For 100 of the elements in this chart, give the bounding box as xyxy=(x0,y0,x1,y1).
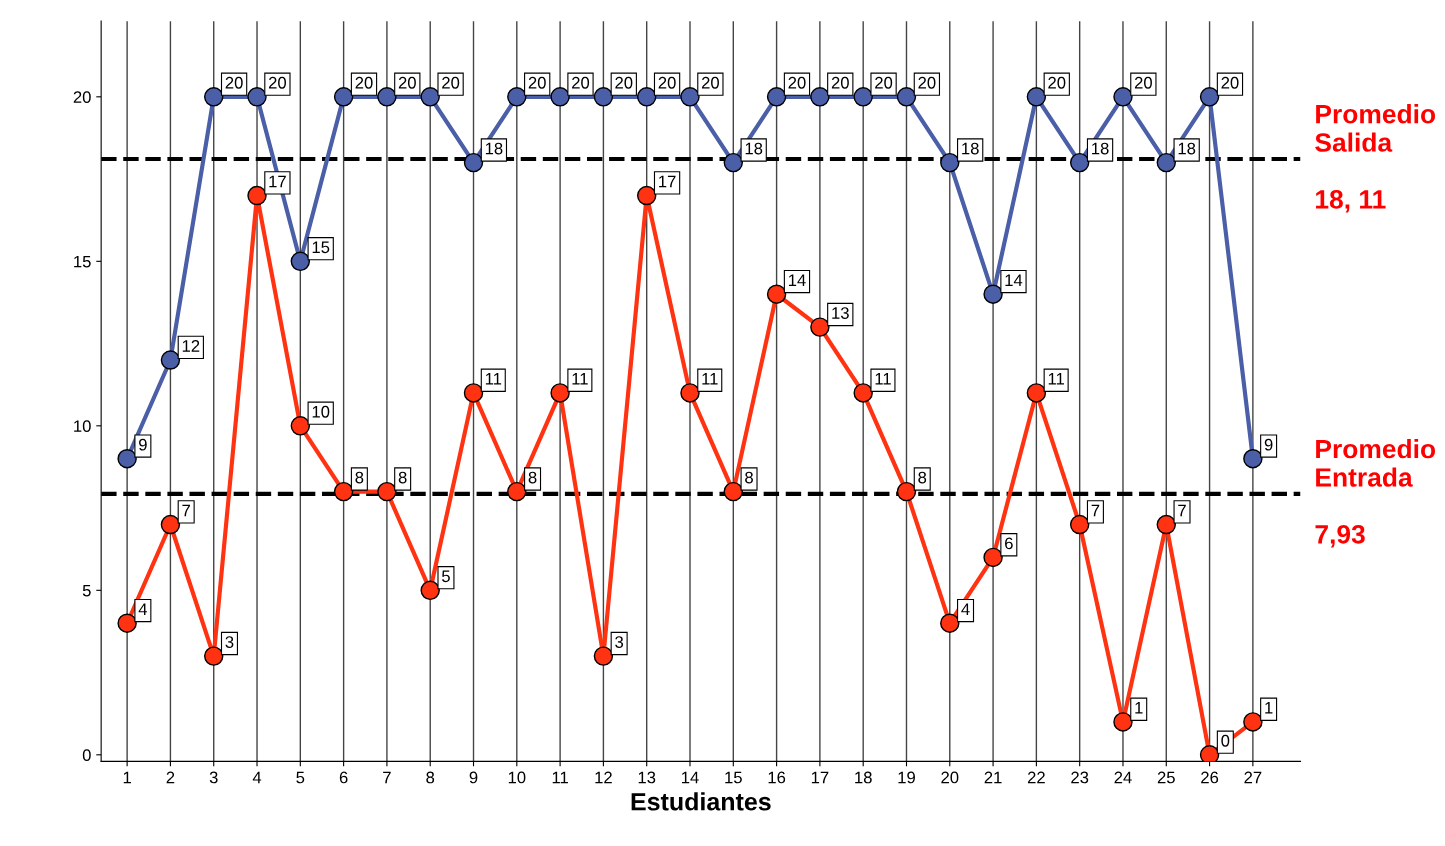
point xyxy=(1069,514,1090,535)
y-tick-label: 20 xyxy=(73,91,91,104)
data-label: 20 xyxy=(875,76,893,89)
point xyxy=(1243,448,1263,469)
data-label: 20 xyxy=(701,76,719,89)
point xyxy=(507,87,527,107)
point xyxy=(896,87,917,107)
data-label: 8 xyxy=(528,471,537,484)
point xyxy=(117,613,137,633)
data-label: 20 xyxy=(572,76,590,89)
x-tick-label: 23 xyxy=(1071,771,1089,784)
data-label: 10 xyxy=(312,405,330,418)
point xyxy=(463,383,484,403)
x-tick-label: 22 xyxy=(1027,771,1045,784)
point xyxy=(290,416,311,436)
point xyxy=(853,383,873,403)
x-tick-label: 11 xyxy=(552,771,568,784)
x-tick-label: 10 xyxy=(508,771,526,784)
x-tick-label: 5 xyxy=(296,771,305,784)
data-label: 11 xyxy=(702,373,718,385)
point xyxy=(723,152,744,173)
x-axis-title: Estudiantes xyxy=(631,792,771,811)
data-label: 20 xyxy=(831,76,849,89)
point xyxy=(463,152,484,173)
data-label: 20 xyxy=(1221,76,1239,89)
x-tick-label: 27 xyxy=(1244,771,1262,784)
data-label: 6 xyxy=(1005,537,1013,550)
data-label: 3 xyxy=(615,636,624,648)
data-label: 20 xyxy=(355,76,373,89)
data-label: 12 xyxy=(182,340,200,352)
data-label: 7 xyxy=(1091,504,1100,517)
data-label: 20 xyxy=(225,76,243,89)
data-label: 8 xyxy=(398,471,407,484)
data-label: 9 xyxy=(1264,438,1273,451)
data-label: 17 xyxy=(659,175,676,188)
data-label: 0 xyxy=(1221,734,1230,747)
y-tick-label: 10 xyxy=(74,420,91,433)
x-tick-label: 25 xyxy=(1157,771,1175,784)
point xyxy=(1243,712,1263,732)
data-label: 11 xyxy=(572,373,588,385)
data-label: 8 xyxy=(355,471,364,484)
point xyxy=(550,383,570,403)
data-label: 20 xyxy=(918,76,936,89)
point xyxy=(593,87,614,107)
x-tick-label: 26 xyxy=(1201,771,1219,784)
data-label: 18 xyxy=(1178,142,1196,155)
x-tick-label: 14 xyxy=(682,771,699,784)
point xyxy=(333,481,354,502)
x-tick-label: 12 xyxy=(595,771,612,784)
point xyxy=(810,87,830,107)
data-label: 17 xyxy=(269,175,286,188)
data-label: 11 xyxy=(485,373,502,385)
data-label: 20 xyxy=(658,76,676,89)
point xyxy=(636,87,657,107)
data-label: 4 xyxy=(961,603,970,615)
point xyxy=(983,284,1003,304)
x-tick-label: 7 xyxy=(383,771,391,784)
data-label: 11 xyxy=(875,373,891,385)
x-tick-label: 17 xyxy=(811,771,829,784)
data-label: 20 xyxy=(788,76,806,89)
data-label: 18 xyxy=(962,142,979,155)
point xyxy=(1026,383,1047,403)
point xyxy=(680,383,700,403)
text: Promedio Entrada 7,93 xyxy=(1315,438,1436,548)
data-label: 20 xyxy=(1134,76,1152,89)
point xyxy=(940,152,960,173)
point xyxy=(333,87,354,107)
data-label: 14 xyxy=(1005,274,1023,286)
x-tick-label: 19 xyxy=(898,771,915,784)
data-label: 14 xyxy=(788,274,806,286)
data-label: 7 xyxy=(182,504,190,517)
x-tick-label: 21 xyxy=(984,771,1002,784)
text: Promedio Salida 18, 11 xyxy=(1315,104,1436,213)
x-tick-label: 4 xyxy=(252,771,262,784)
data-label: 7 xyxy=(1178,504,1186,517)
y-tick-label: 5 xyxy=(82,584,91,597)
point xyxy=(160,514,181,535)
data-label: 18 xyxy=(1092,142,1109,155)
data-label: 13 xyxy=(832,307,849,319)
data-label: 20 xyxy=(615,76,633,89)
x-tick-label: 2 xyxy=(166,771,175,784)
point xyxy=(550,87,570,107)
point xyxy=(723,481,744,502)
data-label: 20 xyxy=(398,76,416,89)
data-label: 20 xyxy=(528,76,546,89)
data-label: 18 xyxy=(485,142,503,155)
point xyxy=(1156,514,1176,535)
x-tick-label: 8 xyxy=(426,771,435,784)
point xyxy=(117,448,137,469)
point xyxy=(507,481,527,502)
x-tick-label: 16 xyxy=(768,771,786,784)
data-label: 18 xyxy=(745,142,763,155)
point xyxy=(1199,87,1220,107)
x-tick-label: 18 xyxy=(855,771,872,784)
x-tick-label: 24 xyxy=(1114,771,1132,784)
data-label: 11 xyxy=(1048,373,1064,385)
point xyxy=(377,481,397,502)
point xyxy=(896,481,917,502)
point xyxy=(1026,87,1047,107)
x-tick-label: 9 xyxy=(469,771,478,784)
